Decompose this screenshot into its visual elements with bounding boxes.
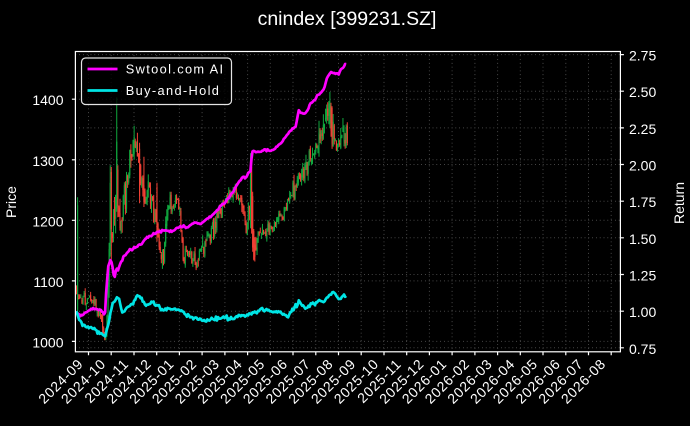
svg-text:1300: 1300 xyxy=(32,153,63,169)
svg-text:2.00: 2.00 xyxy=(629,158,656,174)
svg-text:Buy-and-Hold: Buy-and-Hold xyxy=(126,83,220,98)
svg-text:Return: Return xyxy=(671,182,687,224)
svg-text:1200: 1200 xyxy=(32,213,63,229)
svg-text:Price: Price xyxy=(3,186,19,218)
svg-text:1.00: 1.00 xyxy=(629,304,656,320)
svg-text:2.75: 2.75 xyxy=(629,48,656,64)
svg-text:1400: 1400 xyxy=(32,92,63,108)
svg-text:1000: 1000 xyxy=(32,334,63,350)
svg-text:2.25: 2.25 xyxy=(629,121,656,137)
svg-text:1100: 1100 xyxy=(33,274,63,290)
svg-text:1.25: 1.25 xyxy=(629,268,656,284)
svg-text:1.75: 1.75 xyxy=(629,194,656,210)
svg-text:Swtool.com AI: Swtool.com AI xyxy=(126,62,225,77)
svg-text:1.50: 1.50 xyxy=(629,231,656,247)
svg-text:2.50: 2.50 xyxy=(629,84,656,100)
svg-text:0.75: 0.75 xyxy=(629,341,656,357)
svg-text:cnindex [399231.SZ]: cnindex [399231.SZ] xyxy=(258,8,437,30)
